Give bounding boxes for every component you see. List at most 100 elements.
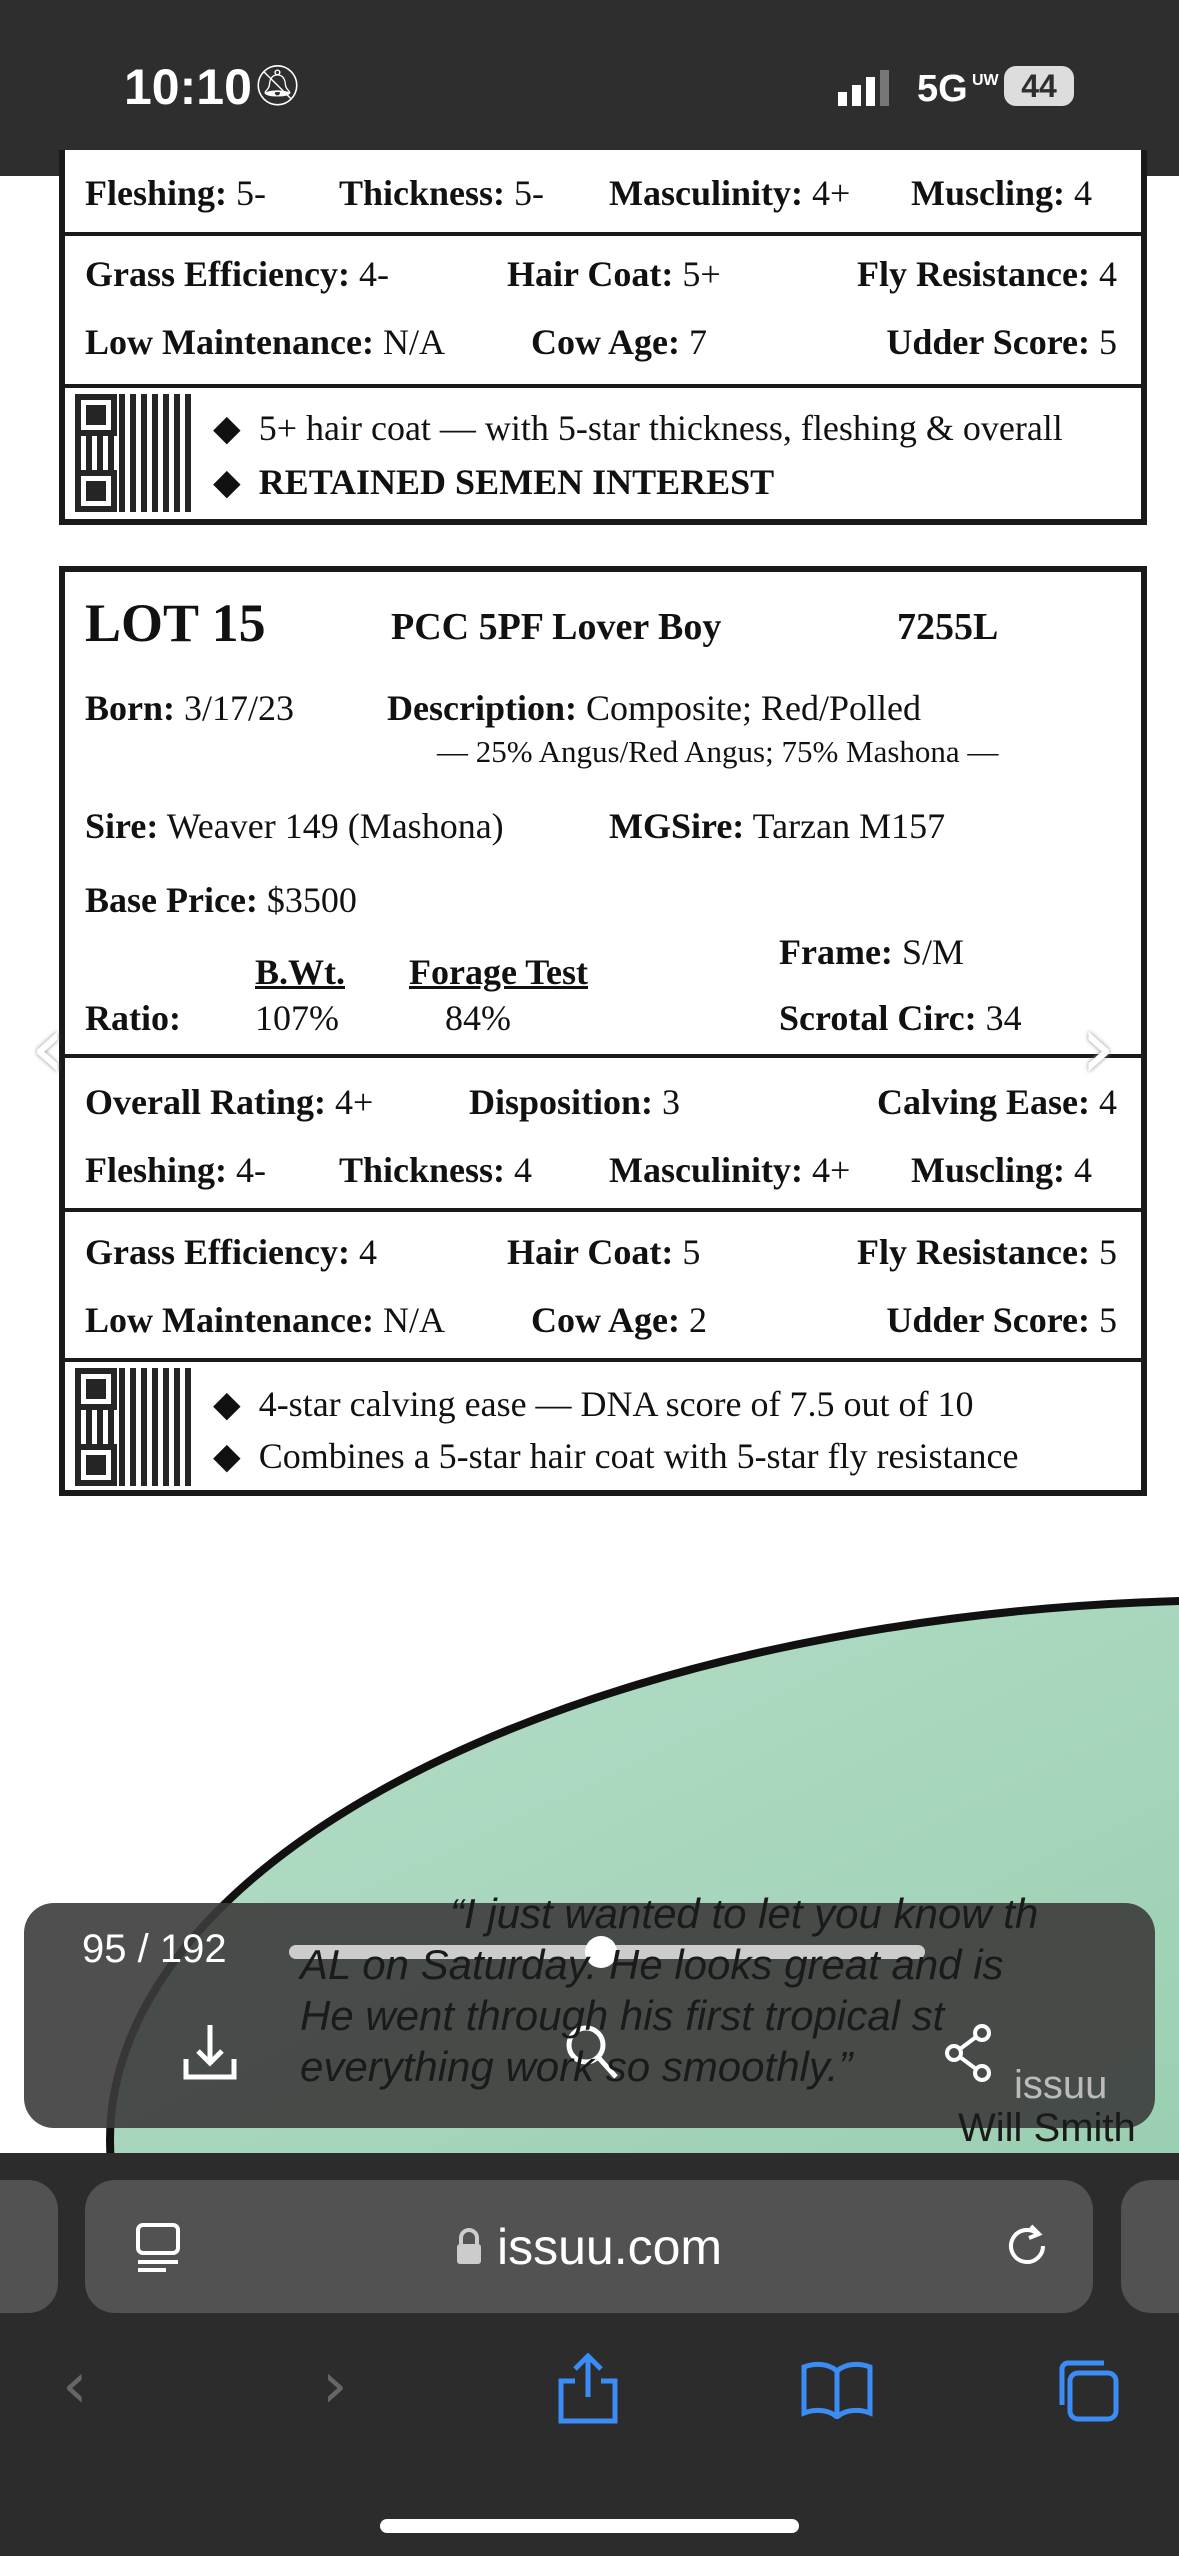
bookmarks-button[interactable] <box>800 2359 874 2419</box>
base-price-label: Base Price: <box>85 880 258 920</box>
next-tab[interactable] <box>1121 2180 1179 2313</box>
page-slider[interactable] <box>289 1936 925 1968</box>
bullet-text: RETAINED SEMEN INTEREST <box>258 462 775 502</box>
bullet-text: 5+ hair coat — with 5-star thickness, fl… <box>258 408 1063 448</box>
prev-tab[interactable] <box>0 2180 58 2313</box>
hair-label: Hair Coat: <box>507 254 674 294</box>
born-value: 3/17/23 <box>184 688 295 728</box>
masculinity-value: 4+ <box>812 173 851 213</box>
back-button[interactable]: ‹ <box>62 2349 88 2423</box>
qr-code[interactable] <box>75 394 193 512</box>
thickness-label: Thickness: <box>339 1150 506 1190</box>
muscling-label: Muscling: <box>911 1150 1066 1190</box>
fleshing-label: Fleshing: <box>85 173 228 213</box>
hair-value: 5 <box>682 1232 701 1272</box>
cow-value: 7 <box>688 322 707 362</box>
testimonial-line: AL on Saturday. He looks great and is <box>300 1941 1004 1988</box>
thickness-value: 5- <box>514 173 545 213</box>
reload-icon[interactable] <box>1003 2220 1053 2272</box>
testimonial-line: He went through his first tropical st <box>300 1992 945 2039</box>
home-indicator <box>380 2519 799 2533</box>
url-text: issuu.com <box>497 2219 723 2275</box>
overall-label: Overall Rating: <box>85 1082 326 1122</box>
divider <box>65 1054 1141 1058</box>
share-button[interactable] <box>555 2353 621 2425</box>
udder-value: 5 <box>1099 322 1117 362</box>
search-icon[interactable] <box>564 2023 620 2083</box>
forage-header: Forage Test <box>409 952 588 992</box>
testimonial-text: “I just wanted to let you know th AL on … <box>300 1888 1038 2092</box>
grass-label: Grass Efficiency: <box>85 254 350 294</box>
thickness-value: 4 <box>514 1150 533 1190</box>
fly-value: 5 <box>1099 1232 1117 1272</box>
frame-value: S/M <box>901 932 964 972</box>
hair-label: Hair Coat: <box>507 1232 674 1272</box>
download-icon[interactable] <box>182 2023 238 2083</box>
muscling-value: 4 <box>1074 1150 1093 1190</box>
animal-id: 7255L <box>897 606 999 648</box>
testimonial-author: Will Smith <box>958 2106 1136 2150</box>
udder-label: Udder Score: <box>886 1300 1090 1340</box>
calving-value: 4 <box>1099 1082 1117 1122</box>
frame-label: Frame: <box>779 932 893 972</box>
grass-value: 4 <box>358 1232 377 1272</box>
udder-label: Udder Score: <box>886 322 1090 362</box>
testimonial-line: “I just wanted to let you know th <box>450 1890 1039 1937</box>
lot-number: LOT 15 <box>85 593 266 653</box>
issuu-logo: issuu <box>1014 2063 1108 2107</box>
slider-handle[interactable] <box>584 1936 617 1968</box>
description-value: Composite; Red/Polled <box>585 688 921 728</box>
grass-value: 4- <box>358 254 389 294</box>
page-counter: 95 / 192 <box>82 1927 227 1971</box>
battery-level: 44 <box>1021 68 1057 104</box>
clock: 10:10 <box>124 59 252 115</box>
divider <box>65 1208 1141 1212</box>
address-bar[interactable]: issuu.com <box>85 2180 1093 2313</box>
scrotal-label: Scrotal Circ: <box>779 998 977 1038</box>
thickness-label: Thickness: <box>339 173 506 213</box>
network-label: 5G <box>917 68 968 110</box>
qr-code[interactable] <box>75 1368 193 1486</box>
viewer-toolbar: 95 / 192 issuu <box>24 1903 1155 2128</box>
network-sub: UW <box>972 72 999 89</box>
cow-label: Cow Age: <box>531 322 680 362</box>
bullet-text: Combines a 5-star hair coat with 5-star … <box>258 1436 1019 1476</box>
fly-label: Fly Resistance: <box>857 254 1090 294</box>
reader-icon[interactable] <box>135 2222 181 2272</box>
fly-label: Fly Resistance: <box>857 1232 1090 1272</box>
prev-page-arrow[interactable]: ‹ <box>30 995 66 1100</box>
mgsire-label: MGSire: <box>609 806 745 846</box>
silent-bell-icon: 🔕︎ <box>252 64 303 108</box>
browser-toolbar: issuu.com ‹ › <box>0 2153 1179 2556</box>
born-label: Born: <box>85 688 175 728</box>
forward-button[interactable]: › <box>322 2349 348 2423</box>
fleshing-value: 4- <box>236 1150 267 1190</box>
testimonial-line: everything work so smoothly.” <box>300 2043 853 2090</box>
muscling-value: 4 <box>1074 173 1093 213</box>
ratio-label: Ratio: <box>85 998 181 1038</box>
sire-value: Weaver 149 (Mashona) <box>166 806 504 846</box>
description-label: Description: <box>387 688 577 728</box>
tabs-button[interactable] <box>1054 2357 1120 2423</box>
calving-label: Calving Ease: <box>876 1082 1090 1122</box>
mgsire-value: Tarzan M157 <box>752 806 946 846</box>
lowm-value: N/A <box>382 322 445 362</box>
share-icon[interactable] <box>944 2023 994 2083</box>
divider <box>65 1358 1141 1362</box>
hair-value: 5+ <box>682 254 721 294</box>
lot-15-card: LOT 15 PCC 5PF Lover Boy 7255L Born: 3/1… <box>59 566 1147 1496</box>
signal-icon <box>838 70 889 106</box>
bullet-text: 4-star calving ease — DNA score of 7.5 o… <box>258 1384 974 1424</box>
sire-label: Sire: <box>85 806 159 846</box>
fleshing-value: 5- <box>236 173 267 213</box>
masculinity-label: Masculinity: <box>609 173 803 213</box>
next-page-arrow[interactable]: › <box>1080 995 1116 1100</box>
forage-value: 84% <box>445 998 511 1038</box>
lowm-label: Low Maintenance: <box>85 1300 374 1340</box>
scrotal-value: 34 <box>985 998 1022 1038</box>
fleshing-label: Fleshing: <box>85 1150 228 1190</box>
lowm-label: Low Maintenance: <box>85 322 374 362</box>
cow-label: Cow Age: <box>531 1300 680 1340</box>
muscling-label: Muscling: <box>911 173 1066 213</box>
udder-value: 5 <box>1099 1300 1117 1340</box>
